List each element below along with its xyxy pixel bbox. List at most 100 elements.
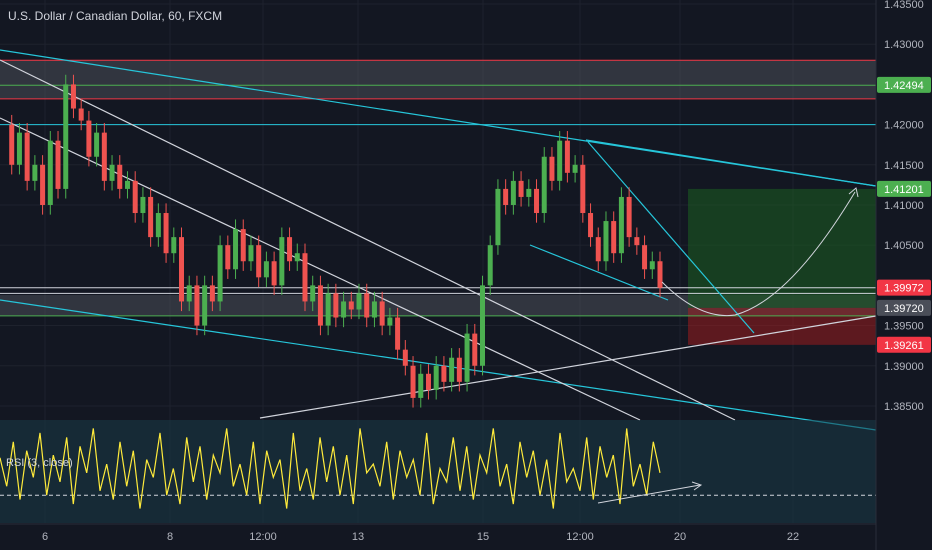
candle-body [333, 293, 339, 318]
chart-title: U.S. Dollar / Canadian Dollar, 60, FXCM [8, 9, 223, 23]
candle-body [225, 245, 231, 270]
candle-body [649, 261, 655, 270]
candle-body [163, 213, 169, 254]
price-label-text: 1.39261 [884, 340, 924, 352]
projection-curve [661, 191, 856, 317]
candle-body [348, 301, 354, 310]
projection-arrowhead [848, 187, 859, 198]
candle-body [256, 245, 262, 278]
candle-body [618, 196, 624, 254]
trendline [259, 315, 877, 419]
candle-body [611, 221, 617, 254]
candle-body [441, 365, 447, 382]
candle-body [557, 140, 563, 181]
candle-body [503, 188, 509, 205]
candle-body [549, 156, 555, 181]
candle-body [541, 156, 547, 214]
time-tick-label: 12:00 [566, 531, 594, 543]
price-tick-label: 1.43000 [884, 39, 924, 51]
candle-body [101, 132, 107, 181]
price-labels: 1.42494 1.41201 1.39972 1.39720 1.39261 [877, 76, 931, 353]
rsi-line [0, 428, 661, 509]
candle-body [456, 357, 462, 382]
price-label-text: 1.39720 [884, 303, 924, 315]
candle-body [364, 293, 370, 318]
candle-body [209, 285, 215, 302]
trendline [587, 141, 755, 334]
candle-body [155, 213, 161, 238]
price-tick-label: 1.38500 [884, 401, 924, 413]
rsi-pane[interactable]: 40.000.00 [0, 420, 914, 523]
price-label-text: 1.41201 [884, 184, 924, 196]
candle-body [16, 132, 22, 165]
candle-body [32, 164, 38, 181]
rsi-label: RSI (3, close) [6, 457, 73, 469]
price-tick-label: 1.39000 [884, 361, 924, 373]
candle-body [603, 221, 609, 262]
candle-body [379, 301, 385, 326]
candle-body [63, 84, 69, 189]
candle-body [124, 180, 130, 189]
candles [9, 74, 663, 408]
candle-body [317, 285, 323, 326]
candle-body [472, 333, 478, 366]
stop-zone [688, 307, 876, 345]
candle-body [402, 349, 408, 366]
zone-band [0, 60, 876, 99]
time-tick-label: 20 [674, 531, 686, 543]
candle-body [410, 365, 416, 398]
candle-body [248, 245, 254, 262]
candle-body [425, 373, 431, 390]
candle-body [140, 196, 146, 214]
candle-body [202, 285, 208, 326]
price-label-bg [877, 299, 931, 316]
candle-body [433, 365, 439, 390]
candle-body [464, 333, 470, 382]
candle-body [287, 237, 293, 262]
candle-body [40, 164, 46, 205]
long-position-tool[interactable] [688, 188, 876, 345]
rsi-arrowhead [691, 481, 703, 491]
trendline [529, 244, 669, 301]
candle-body [217, 245, 223, 302]
time-tick-label: 6 [42, 531, 48, 543]
candle-body [179, 237, 185, 302]
candle-body [47, 140, 53, 205]
candle-body [395, 317, 401, 350]
price-tick-label: 1.41500 [884, 160, 924, 172]
candle-body [371, 301, 377, 318]
candle-body [271, 261, 277, 286]
time-axis[interactable]: 6 8 12:00 13 15 12:00 20 22 [0, 523, 876, 543]
candle-body [94, 132, 100, 157]
price-label-text: 1.39972 [884, 283, 924, 295]
candle-body [279, 237, 285, 286]
candle-body [449, 357, 455, 382]
price-tick-label: 1.39500 [884, 321, 924, 333]
candle-body [534, 188, 540, 214]
price-tick-label: 1.43500 [884, 0, 924, 11]
candle-body [418, 373, 424, 398]
price-tick-label: 1.42000 [884, 120, 924, 132]
candle-body [356, 293, 362, 310]
price-tick-label: 1.40500 [884, 240, 924, 252]
candle-body [495, 188, 501, 246]
time-tick-label: 8 [167, 531, 173, 543]
candle-body [572, 164, 578, 173]
candle-body [564, 140, 570, 173]
candle-body [186, 285, 192, 302]
candle-body [132, 180, 138, 214]
candle-body [634, 237, 640, 246]
candle-body [595, 237, 601, 262]
candle-body [302, 253, 308, 302]
candle-body [194, 285, 200, 326]
projection-arrow[interactable] [661, 187, 859, 317]
candle-body [626, 196, 632, 238]
price-label-bg [877, 76, 931, 93]
candle-body [487, 245, 493, 286]
candle-body [510, 180, 516, 205]
horizontal-levels[interactable] [0, 59, 876, 317]
candle-body [78, 108, 84, 121]
candle-body [526, 188, 532, 197]
candle-body [148, 196, 154, 238]
